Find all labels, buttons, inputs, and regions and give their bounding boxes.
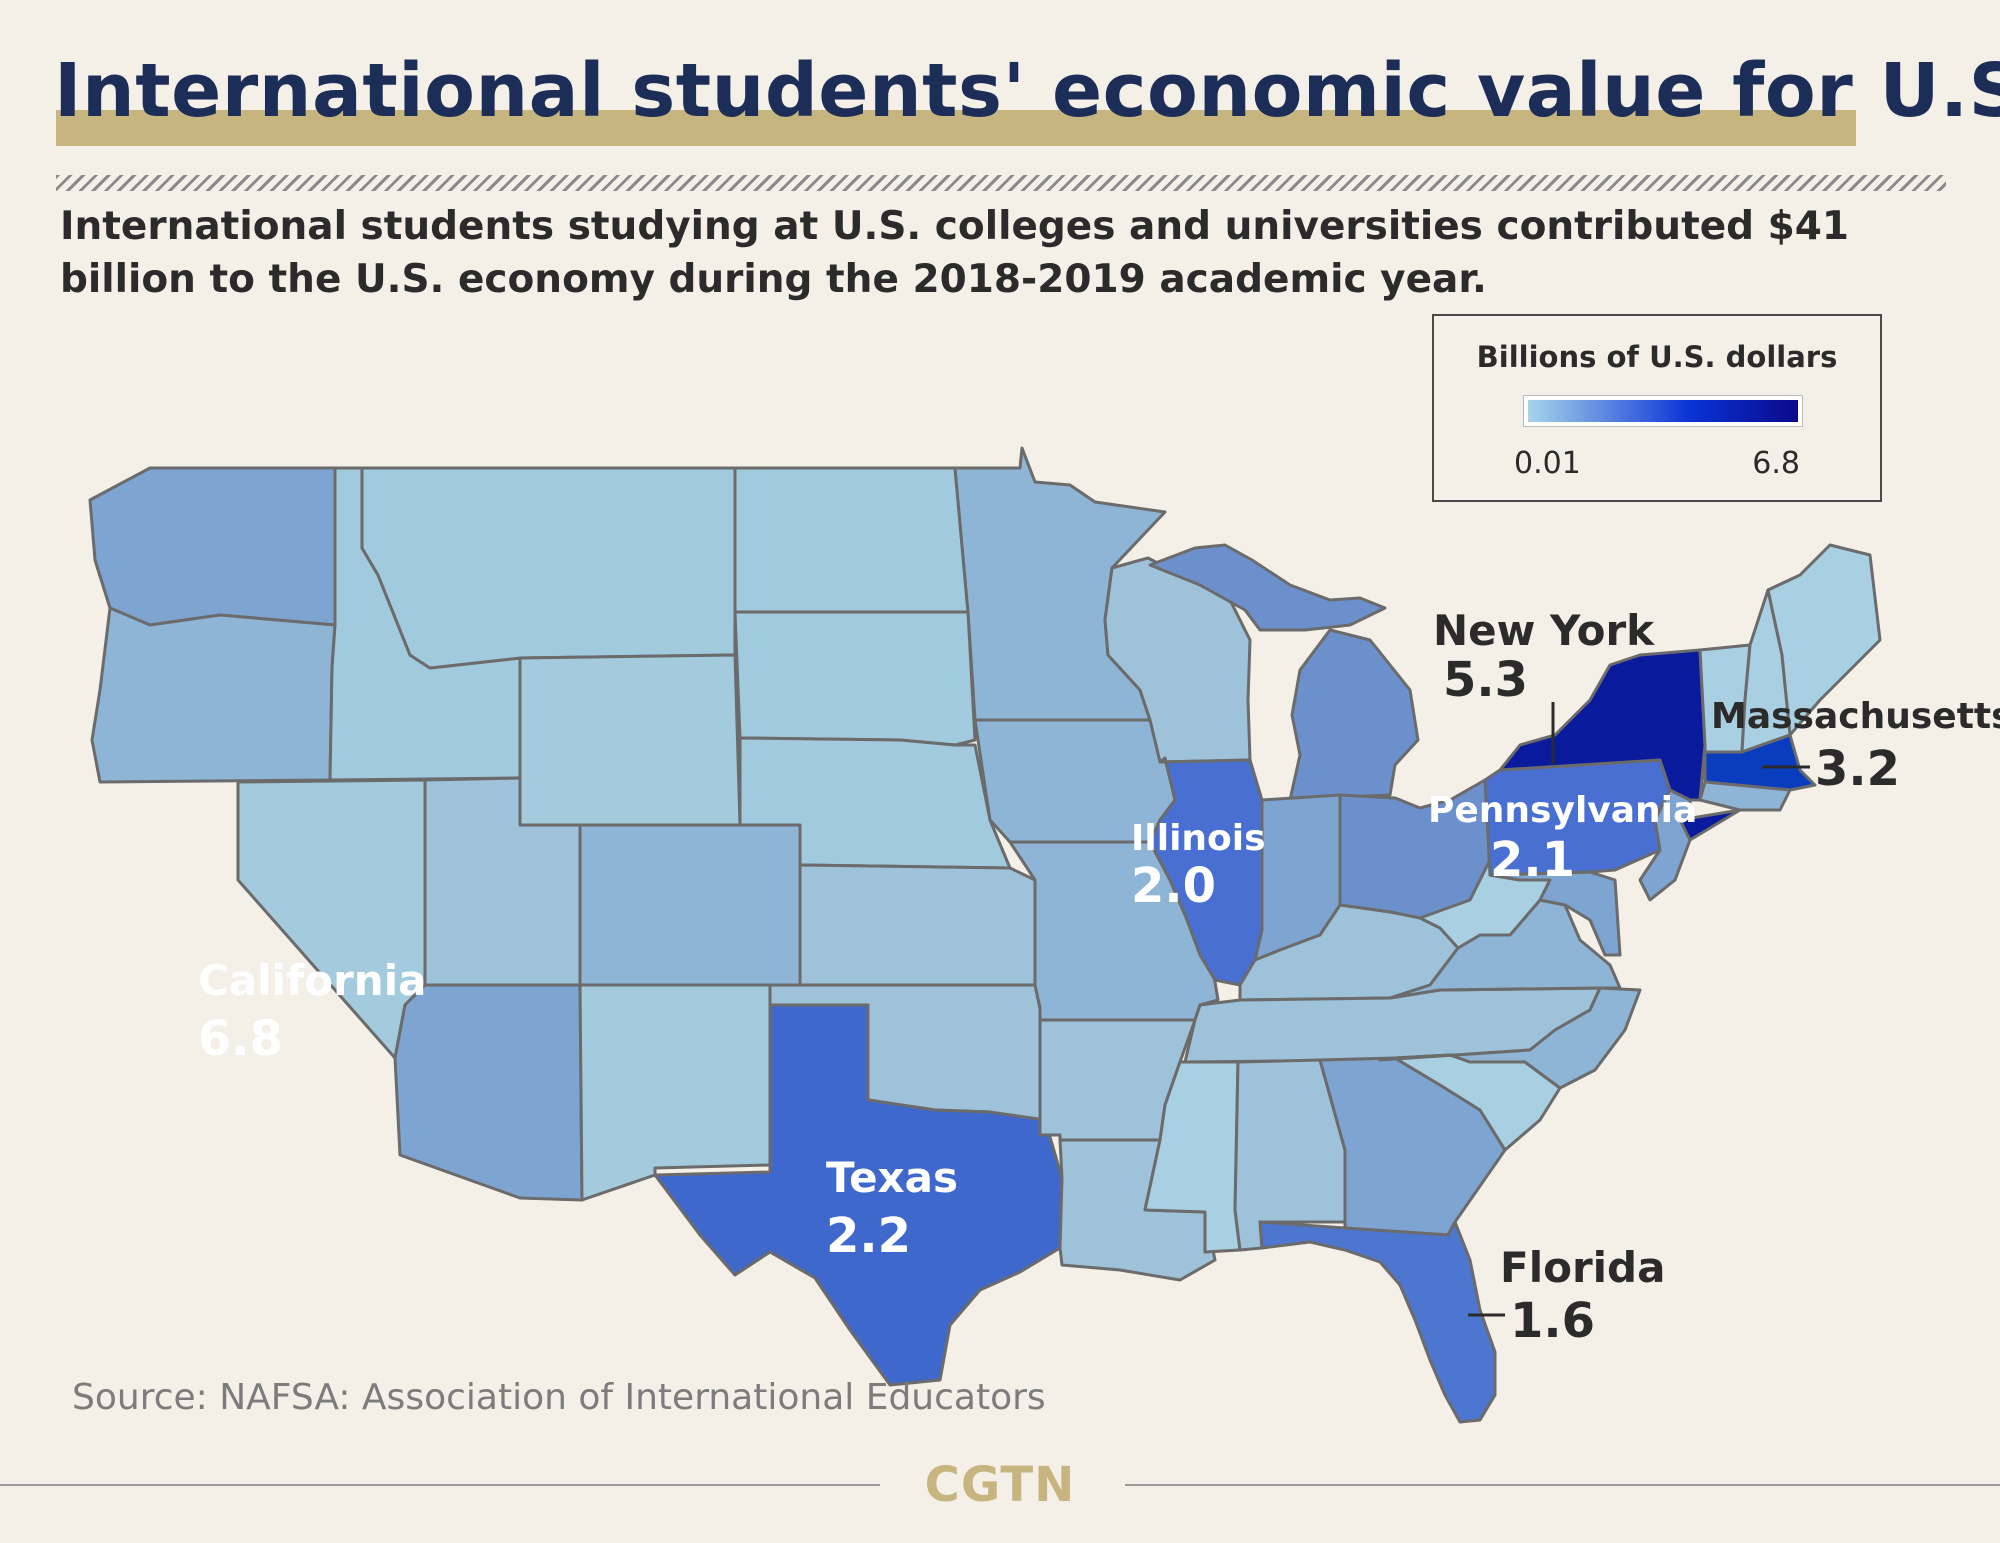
state-maine: [1766, 543, 1882, 737]
cgtn-logo: CGTN: [924, 1457, 1076, 1513]
label-florida-name: Florida: [1500, 1243, 1665, 1292]
subtitle: International students studying at U.S. …: [60, 204, 1850, 302]
state-florida: [1258, 1220, 1497, 1424]
title-underline-bar: [56, 110, 1856, 146]
label-florida-value: 1.6: [1510, 1293, 1595, 1349]
label-new-york-value: 5.3: [1443, 652, 1528, 708]
footer-divider-left: [0, 1484, 880, 1486]
state-colorado: [578, 823, 802, 987]
state-washington: [88, 466, 337, 627]
label-california-name: California: [198, 956, 426, 1005]
page-title: International students' economic value f…: [54, 48, 2000, 134]
legend-max-label: 6.8: [1752, 446, 1800, 481]
label-illinois-name: Illinois: [1131, 818, 1266, 859]
state-north-carolina: [1378, 986, 1642, 1090]
state-montana: [360, 466, 737, 670]
state-michigan: [1148, 543, 1420, 802]
label-texas-value: 2.2: [826, 1208, 911, 1264]
label-texas-name: Texas: [826, 1153, 958, 1202]
state-texas: [653, 1003, 1064, 1387]
state-arizona: [393, 983, 584, 1202]
label-massachusetts-value: 3.2: [1815, 741, 1900, 797]
label-pennsylvania-name: Pennsylvania: [1428, 790, 1697, 831]
state-kansas: [798, 863, 1037, 987]
source-note: Source: NAFSA: Association of Internatio…: [72, 1377, 1046, 1418]
color-legend: Billions of U.S. dollars 0.01 6.8: [1432, 314, 1882, 502]
state-wyoming: [518, 653, 742, 827]
legend-gradient-bar: [1523, 395, 1803, 427]
state-new-mexico: [578, 983, 772, 1202]
state-connecticut: [1698, 780, 1792, 812]
state-south-dakota: [733, 610, 977, 747]
state-wisconsin: [1103, 556, 1252, 764]
label-california-value: 6.8: [198, 1011, 283, 1067]
label-pennsylvania-value: 2.1: [1490, 832, 1575, 888]
state-nebraska: [738, 736, 1012, 870]
state-maryland: [1488, 870, 1622, 957]
label-massachusetts-name: Massachusetts: [1711, 696, 2000, 737]
state-oregon: [90, 606, 337, 784]
legend-title: Billions of U.S. dollars: [1476, 340, 1838, 374]
footer-divider-right: [1125, 1484, 2000, 1486]
hatched-divider: [56, 175, 1946, 191]
label-illinois-value: 2.0: [1131, 858, 1216, 914]
state-north-dakota: [733, 466, 970, 614]
label-new-york-name: New York: [1433, 606, 1655, 655]
legend-min-label: 0.01: [1514, 446, 1581, 481]
